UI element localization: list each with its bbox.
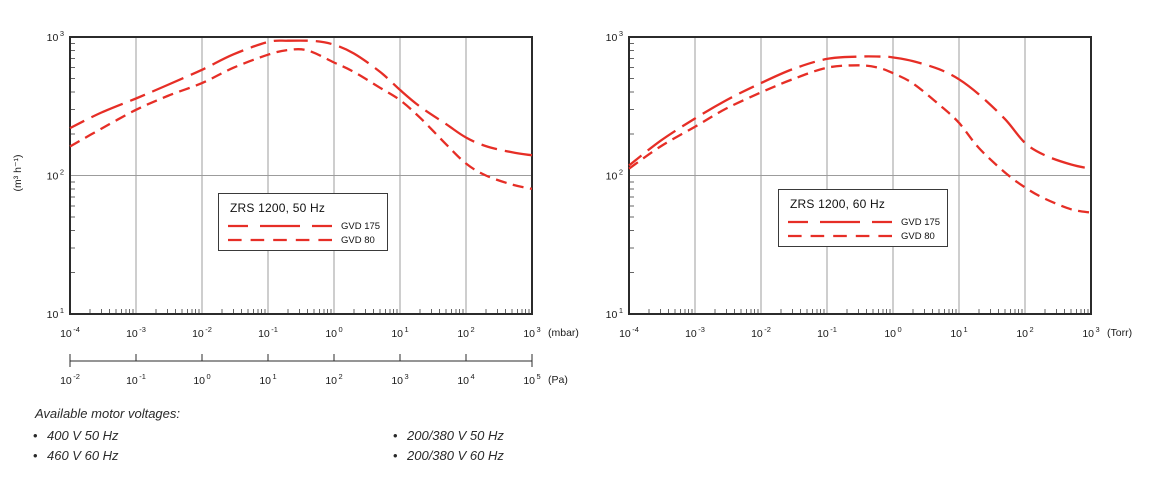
svg-text:10-4: 10 -4: [60, 325, 80, 340]
bullet-icon: •: [393, 448, 398, 463]
svg-text:101: 10 1: [391, 325, 408, 340]
svg-text:101: 10 1: [259, 372, 276, 387]
legend-zrs1200-50hz: ZRS 1200, 50 Hz GVD 175 GVD 80: [218, 193, 388, 251]
minor-ticks: [70, 42, 530, 314]
legend-label-gvd175: GVD 175: [901, 216, 941, 228]
voltage-text: 200/380 V 50 Hz: [407, 428, 504, 443]
svg-text:10-3: 10 -3: [685, 325, 705, 340]
svg-text:101: 10 1: [950, 325, 967, 340]
svg-text:10-1: 10 -1: [126, 372, 146, 387]
svg-text:10-1: 10 -1: [258, 325, 278, 340]
voltage-column-right: • 200/380 V 50 Hz • 200/380 V 60 Hz: [393, 426, 504, 466]
svg-text:101: 10 1: [47, 306, 64, 321]
voltage-text: 200/380 V 60 Hz: [407, 448, 504, 463]
voltage-column-left: • 400 V 50 Hz • 460 V 60 Hz: [33, 426, 119, 466]
svg-text:103: 10 3: [523, 325, 540, 340]
gvd80-line-sample-icon: [788, 234, 892, 238]
svg-text:10-2: 10 -2: [751, 325, 771, 340]
svg-text:102: 10 2: [606, 168, 623, 183]
legend-label-gvd80: GVD 80: [901, 230, 935, 242]
svg-text:102: 10 2: [1016, 325, 1033, 340]
legend-entry-gvd175: GVD 175: [219, 219, 387, 233]
bullet-icon: •: [33, 448, 38, 463]
svg-text:103: 10 3: [1082, 325, 1099, 340]
curve-gvd-80: [628, 64, 1092, 214]
svg-text:10-2: 10 -2: [192, 325, 212, 340]
svg-text:105: 10 5: [523, 372, 540, 387]
svg-text:100: 10 0: [884, 325, 901, 340]
x-axis-unit-label: (Torr): [1107, 327, 1132, 339]
gvd80-line-sample-icon: [228, 238, 332, 242]
svg-text:10-3: 10 -3: [126, 325, 146, 340]
gvd175-line-sample-icon: [788, 220, 892, 224]
voltage-item: • 400 V 50 Hz: [33, 426, 119, 446]
svg-text:10-1: 10 -1: [817, 325, 837, 340]
secondary-axis-pa: 10 -2 10 -1 10 0 10 1 10 2 10 3 10 4 10 5 (Pa): [60, 354, 568, 387]
voltage-item: • 200/380 V 50 Hz: [393, 426, 504, 446]
svg-text:10-4: 10 -4: [619, 325, 639, 340]
chart-60hz: 10 -4 10 -3 10 -2 10 -1 10 0 10 1 10 2 10 3 10 1 10 2 10 3 (To…: [606, 29, 1132, 340]
svg-text:10-2: 10 -2: [60, 372, 80, 387]
curve-gvd-175: [69, 39, 533, 157]
legend-zrs1200-60hz: ZRS 1200, 60 Hz GVD 175 GVD 80: [778, 189, 948, 247]
legend-entry-gvd80: GVD 80: [219, 233, 387, 247]
voltage-text: 400 V 50 Hz: [47, 428, 119, 443]
legend-entry-gvd175: GVD 175: [779, 215, 947, 229]
minor-ticks: [629, 42, 1089, 314]
svg-text:103: 10 3: [391, 372, 408, 387]
svg-text:102: 10 2: [325, 372, 342, 387]
secondary-axis-unit-label: (Pa): [548, 374, 568, 386]
legend-label-gvd175: GVD 175: [341, 220, 381, 232]
bullet-icon: •: [33, 428, 38, 443]
chart-50hz: 10 -4 10 -3 10 -2 10 -1 10 0 10 1 10 2 10 3 10 1 10 2 10 3 (mb…: [12, 29, 579, 387]
legend-title-50hz: ZRS 1200, 50 Hz: [230, 201, 326, 215]
svg-text:101: 10 1: [606, 306, 623, 321]
curve-gvd-175: [628, 55, 1092, 170]
svg-text:102: 10 2: [47, 168, 64, 183]
axis-tick-labels: 10 -4 10 -3 10 -2 10 -1 10 0 10 1 10 2 10 3 10 1 10 2 10 3: [47, 29, 541, 340]
bullet-icon: •: [393, 428, 398, 443]
voltage-text: 460 V 60 Hz: [47, 448, 119, 463]
svg-text:104: 10 4: [457, 372, 474, 387]
curve-gvd-80: [69, 48, 533, 191]
svg-text:103: 10 3: [47, 29, 64, 44]
legend-entry-gvd80: GVD 80: [779, 229, 947, 243]
axis-tick-labels: 10 -4 10 -3 10 -2 10 -1 10 0 10 1 10 2 10 3 10 1 10 2 10 3: [606, 29, 1100, 340]
svg-text:103: 10 3: [606, 29, 623, 44]
plot-border: [69, 36, 533, 315]
pumping-speed-charts-canvas: 10 -4 10 -3 10 -2 10 -1 10 0 10 1 10 2 10 3 10 1 10 2 10 3 (mb…: [12, 29, 1132, 387]
x-axis-unit-label: (mbar): [548, 327, 579, 339]
svg-text:102: 10 2: [457, 325, 474, 340]
svg-text:100: 10 0: [193, 372, 210, 387]
gridlines: [629, 37, 1091, 314]
y-axis-unit-label: (m³ h⁻¹): [12, 154, 24, 191]
svg-text:100: 10 0: [325, 325, 342, 340]
legend-label-gvd80: GVD 80: [341, 234, 375, 246]
voltage-item: • 200/380 V 60 Hz: [393, 446, 504, 466]
motor-voltages-heading: Available motor voltages:: [35, 406, 181, 421]
gvd175-line-sample-icon: [228, 224, 332, 228]
legend-title-60hz: ZRS 1200, 60 Hz: [790, 197, 886, 211]
gridlines: [70, 37, 532, 314]
plot-border: [628, 36, 1092, 315]
voltage-item: • 460 V 60 Hz: [33, 446, 119, 466]
